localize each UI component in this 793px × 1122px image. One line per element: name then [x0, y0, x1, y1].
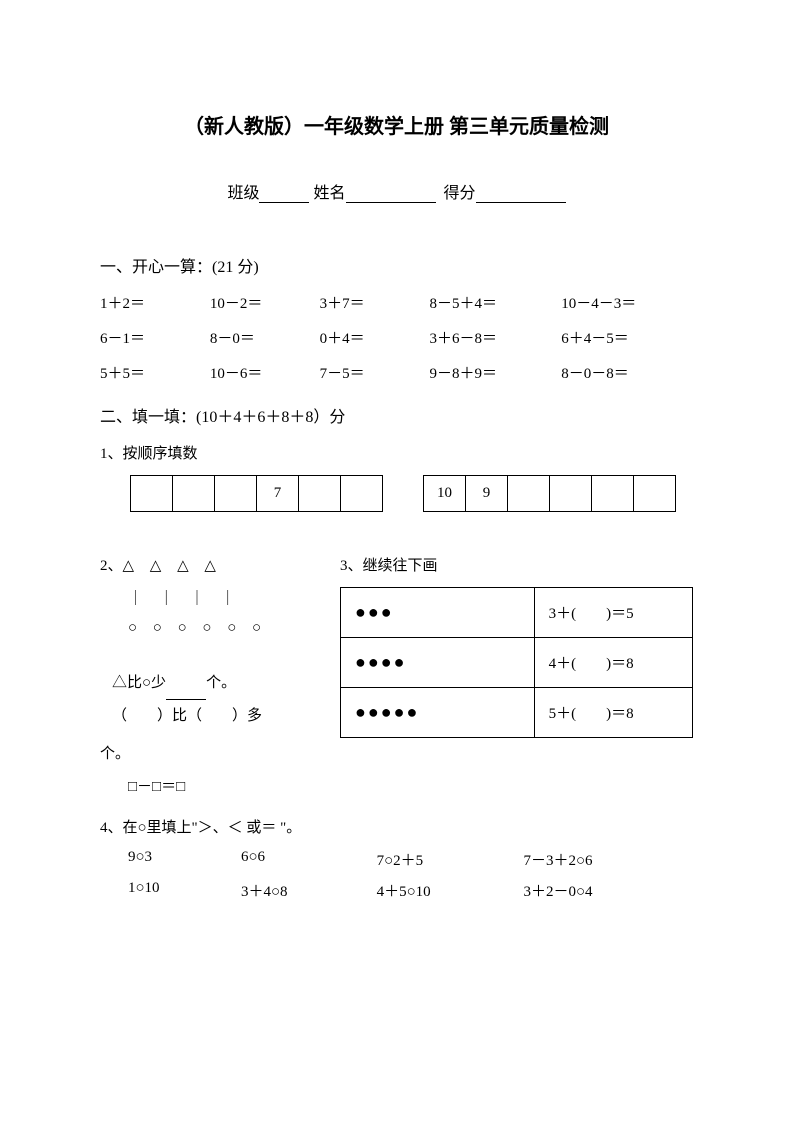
q2-label: 2、△ △ △ △ — [100, 554, 310, 575]
section1-heading: 一、开心一算：(21 分) — [100, 253, 693, 277]
seq-cell[interactable]: 7 — [257, 476, 299, 512]
eq-cell[interactable]: 5＋( )＝8 — [534, 688, 692, 738]
calc-item[interactable]: 5＋5＝ — [100, 362, 210, 383]
seq-cell[interactable] — [341, 476, 383, 512]
seq-table-b[interactable]: 10 9 — [423, 475, 676, 512]
seq-cell[interactable] — [634, 476, 676, 512]
table-row: ●●● 3＋( )＝5 — [341, 588, 693, 638]
table-row: ●●●●● 5＋( )＝8 — [341, 688, 693, 738]
q1-label: 1、按顺序填数 — [100, 442, 693, 463]
fill-pre: △比○少 — [112, 675, 166, 691]
seq-cell[interactable] — [550, 476, 592, 512]
calc-item[interactable]: 6－1＝ — [100, 327, 210, 348]
q2-num: 2、 — [100, 558, 123, 574]
seq-cell[interactable]: 9 — [466, 476, 508, 512]
calc-item[interactable]: 8－0－8＝ — [561, 362, 693, 383]
compare-item[interactable]: 9○3 — [128, 849, 241, 870]
calc-item[interactable]: 1＋2＝ — [100, 292, 210, 313]
calc-item[interactable]: 10－6＝ — [210, 362, 320, 383]
compare-item[interactable]: 3＋2－0○4 — [524, 880, 694, 901]
calc-item[interactable]: 7－5＝ — [320, 362, 430, 383]
compare-item[interactable]: 4＋5○10 — [377, 880, 524, 901]
compare-item[interactable]: 7○2＋5 — [377, 849, 524, 870]
q3-label: 3、继续往下画 — [340, 554, 693, 575]
student-info: 班级 姓名 得分 — [100, 179, 693, 203]
compare-item[interactable]: 6○6 — [241, 849, 377, 870]
calc-item[interactable]: 3＋6－8＝ — [429, 327, 561, 348]
seq-table-a[interactable]: 7 — [130, 475, 383, 512]
table-row: ●●●● 4＋( )＝8 — [341, 638, 693, 688]
name-blank[interactable] — [346, 185, 436, 203]
q2-fill3: 个。 — [100, 738, 693, 771]
q2-fill1: △比○少 个。 — [112, 667, 310, 700]
score-label: 得分 — [444, 185, 476, 202]
dots-cell[interactable]: ●●● — [341, 588, 535, 638]
compare-item[interactable]: 1○10 — [128, 880, 241, 901]
score-blank[interactable] — [476, 185, 566, 203]
eq-cell[interactable]: 3＋( )＝5 — [534, 588, 692, 638]
name-label: 姓名 — [313, 185, 345, 202]
fill-blank[interactable] — [166, 682, 206, 700]
section2-heading: 二、填一填：(10＋4＋6＋8＋8）分 — [100, 403, 693, 427]
triangle-row: △ △ △ △ — [123, 558, 222, 574]
seq-cell[interactable] — [173, 476, 215, 512]
class-label: 班级 — [227, 185, 259, 202]
compare-item[interactable]: 7－3＋2○6 — [524, 849, 694, 870]
calc-item[interactable]: 10－2＝ — [210, 292, 320, 313]
calc-item[interactable]: 0＋4＝ — [320, 327, 430, 348]
eq-cell[interactable]: 4＋( )＝8 — [534, 638, 692, 688]
calc-item[interactable]: 6＋4－5＝ — [561, 327, 693, 348]
calc-item[interactable]: 10－4－3＝ — [561, 292, 693, 313]
calc-item[interactable]: 3＋7＝ — [320, 292, 430, 313]
compare-grid: 9○3 6○6 7○2＋5 7－3＋2○6 1○10 3＋4○8 4＋5○10 … — [128, 849, 693, 901]
seq-cell[interactable] — [508, 476, 550, 512]
calc-grid: 1＋2＝ 10－2＝ 3＋7＝ 8－5＋4＝ 10－4－3＝ 6－1＝ 8－0＝… — [100, 292, 693, 383]
dots-cell[interactable]: ●●●● — [341, 638, 535, 688]
compare-item[interactable]: 3＋4○8 — [241, 880, 377, 901]
fill-suf: 个。 — [206, 675, 236, 691]
class-blank[interactable] — [259, 185, 309, 203]
seq-cell[interactable] — [215, 476, 257, 512]
seq-cell[interactable]: 10 — [424, 476, 466, 512]
q1-container: 7 10 9 — [130, 475, 693, 512]
calc-item[interactable]: 8－0＝ — [210, 327, 320, 348]
seq-cell[interactable] — [299, 476, 341, 512]
calc-item[interactable]: 9－8＋9＝ — [429, 362, 561, 383]
q2-fill2[interactable]: （ ）比（ ）多 — [112, 700, 310, 733]
page-title: （新人教版）一年级数学上册 第三单元质量检测 — [100, 110, 693, 139]
seq-cell[interactable] — [592, 476, 634, 512]
dots-cell[interactable]: ●●●●● — [341, 688, 535, 738]
q4-label: 4、在○里填上"＞、＜ 或＝ "。 — [100, 816, 693, 837]
circle-row: ○ ○ ○ ○ ○ ○ — [128, 620, 310, 637]
calc-item[interactable]: 8－5＋4＝ — [429, 292, 561, 313]
q2-eq[interactable]: □－□＝□ — [128, 771, 693, 804]
seq-cell[interactable] — [131, 476, 173, 512]
dot-table[interactable]: ●●● 3＋( )＝5 ●●●● 4＋( )＝8 ●●●●● 5＋( )＝8 — [340, 587, 693, 738]
bar-row: ｜ ｜ ｜ ｜ — [128, 587, 310, 608]
